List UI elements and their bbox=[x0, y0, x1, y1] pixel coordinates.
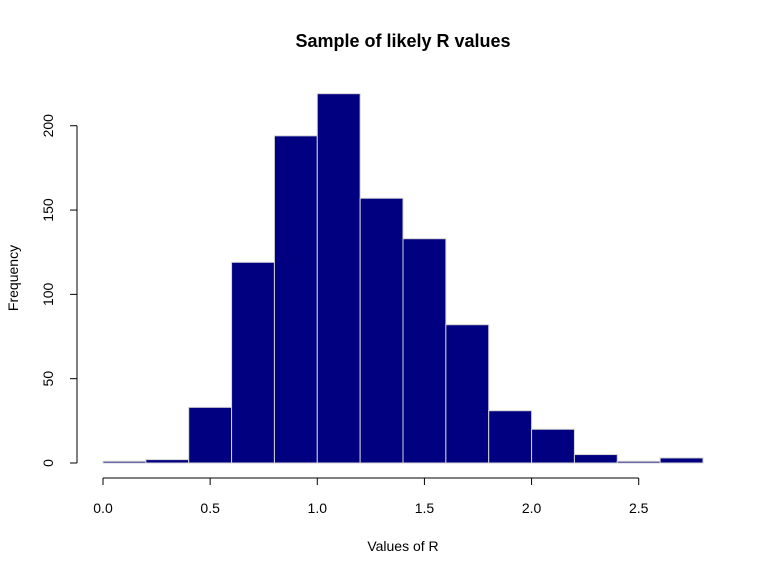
y-tick-label: 200 bbox=[40, 114, 56, 138]
histogram-bar bbox=[488, 410, 533, 464]
histogram-bar bbox=[231, 261, 275, 464]
x-tick-label: 2.5 bbox=[629, 500, 649, 516]
histogram-bar bbox=[316, 93, 361, 464]
histogram-bar bbox=[531, 428, 575, 464]
chart-title: Sample of likely R values bbox=[295, 31, 510, 51]
x-axis-label: Values of R bbox=[367, 538, 438, 554]
histogram-bar bbox=[102, 460, 147, 464]
x-tick-label: 1.5 bbox=[415, 500, 435, 516]
y-tick-label: 0 bbox=[40, 459, 56, 467]
bars-group bbox=[102, 93, 704, 464]
y-tick-label: 150 bbox=[40, 198, 56, 222]
histogram-bar bbox=[445, 324, 490, 464]
x-tick-label: 1.0 bbox=[308, 500, 328, 516]
histogram-bar bbox=[188, 406, 233, 464]
y-tick-label: 100 bbox=[40, 282, 56, 306]
x-tick-label: 0.5 bbox=[200, 500, 220, 516]
histogram-bar bbox=[616, 460, 661, 464]
y-tick-label: 50 bbox=[40, 371, 56, 387]
y-axis: 0 50 100 150 200 bbox=[40, 114, 78, 467]
x-axis: 0.0 0.5 1.0 1.5 2.0 2.5 bbox=[93, 477, 649, 516]
histogram-bar bbox=[573, 454, 618, 464]
x-tick-label: 0.0 bbox=[93, 500, 113, 516]
y-axis-label: Frequency bbox=[5, 245, 21, 311]
histogram-bar bbox=[145, 459, 190, 464]
histogram-bar bbox=[359, 197, 404, 464]
histogram-bar bbox=[659, 457, 704, 464]
histogram-bar bbox=[273, 135, 318, 464]
histogram-bar bbox=[402, 238, 447, 464]
x-tick-label: 2.0 bbox=[522, 500, 542, 516]
